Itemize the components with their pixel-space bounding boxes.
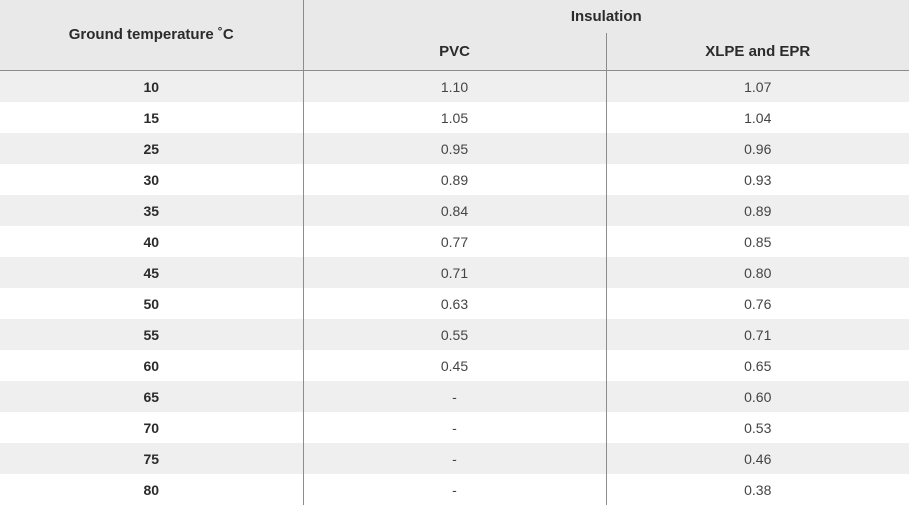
cell-ground-temperature: 25	[0, 133, 303, 164]
cell-ground-temperature: 70	[0, 412, 303, 443]
table-row: 65-0.60	[0, 381, 909, 412]
cell-pvc-factor: 0.63	[303, 288, 606, 319]
cell-pvc-factor: 0.89	[303, 164, 606, 195]
cell-xlpe-epr-factor: 0.65	[606, 350, 909, 381]
cell-pvc-factor: 0.45	[303, 350, 606, 381]
cell-xlpe-epr-factor: 0.96	[606, 133, 909, 164]
cell-ground-temperature: 45	[0, 257, 303, 288]
cell-ground-temperature: 60	[0, 350, 303, 381]
table-row: 70-0.53	[0, 412, 909, 443]
cell-xlpe-epr-factor: 1.04	[606, 102, 909, 133]
cell-xlpe-epr-factor: 0.60	[606, 381, 909, 412]
cell-xlpe-epr-factor: 1.07	[606, 71, 909, 103]
cell-xlpe-epr-factor: 0.93	[606, 164, 909, 195]
header-xlpe-epr: XLPE and EPR	[606, 33, 909, 71]
header-insulation: Insulation	[303, 0, 909, 33]
cell-ground-temperature: 55	[0, 319, 303, 350]
cell-xlpe-epr-factor: 0.89	[606, 195, 909, 226]
header-ground-temperature: Ground temperature ˚C	[0, 0, 303, 71]
cell-pvc-factor: -	[303, 381, 606, 412]
table-row: 80-0.38	[0, 474, 909, 505]
cell-ground-temperature: 65	[0, 381, 303, 412]
cell-xlpe-epr-factor: 0.71	[606, 319, 909, 350]
header-pvc: PVC	[303, 33, 606, 71]
cell-xlpe-epr-factor: 0.46	[606, 443, 909, 474]
cell-pvc-factor: -	[303, 474, 606, 505]
cell-pvc-factor: 0.55	[303, 319, 606, 350]
cell-ground-temperature: 50	[0, 288, 303, 319]
cell-pvc-factor: 1.10	[303, 71, 606, 103]
table-row: 75-0.46	[0, 443, 909, 474]
cell-ground-temperature: 40	[0, 226, 303, 257]
cell-xlpe-epr-factor: 0.80	[606, 257, 909, 288]
cell-xlpe-epr-factor: 0.85	[606, 226, 909, 257]
cell-pvc-factor: 0.77	[303, 226, 606, 257]
cell-ground-temperature: 15	[0, 102, 303, 133]
cell-xlpe-epr-factor: 0.53	[606, 412, 909, 443]
cell-pvc-factor: -	[303, 412, 606, 443]
cell-ground-temperature: 10	[0, 71, 303, 103]
table-header: Ground temperature ˚C Insulation PVC XLP…	[0, 0, 909, 71]
cell-xlpe-epr-factor: 0.38	[606, 474, 909, 505]
cell-pvc-factor: 1.05	[303, 102, 606, 133]
cell-pvc-factor: 0.95	[303, 133, 606, 164]
cell-pvc-factor: 0.84	[303, 195, 606, 226]
cell-ground-temperature: 80	[0, 474, 303, 505]
cell-ground-temperature: 75	[0, 443, 303, 474]
cell-ground-temperature: 35	[0, 195, 303, 226]
cell-xlpe-epr-factor: 0.76	[606, 288, 909, 319]
cell-pvc-factor: -	[303, 443, 606, 474]
cell-pvc-factor: 0.71	[303, 257, 606, 288]
cell-ground-temperature: 30	[0, 164, 303, 195]
